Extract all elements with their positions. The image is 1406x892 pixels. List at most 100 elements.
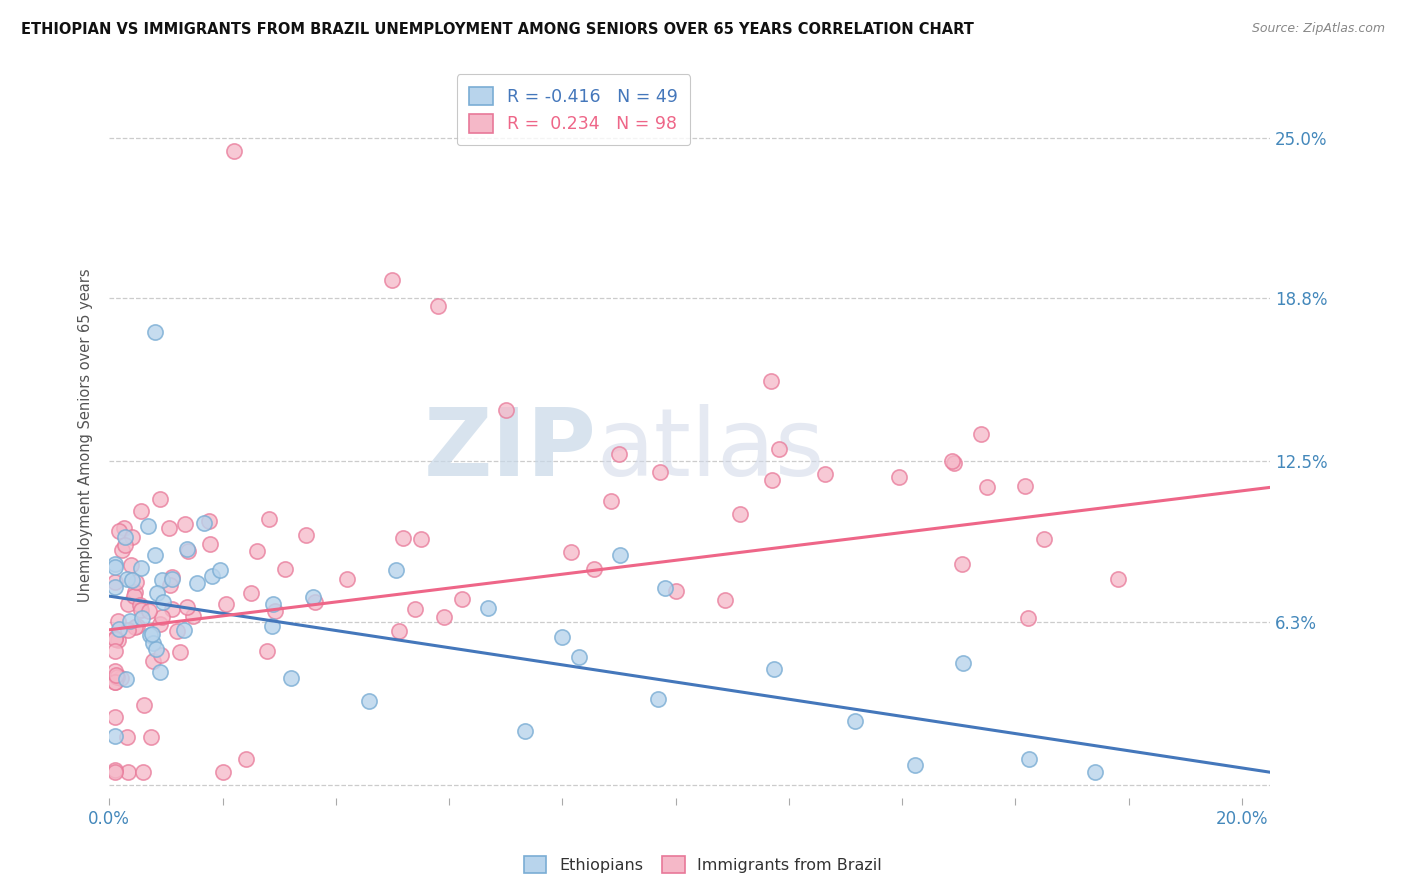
Point [477, 600, 499, 615]
Point [120, 615, 142, 629]
Point [132, 698, 155, 712]
Point [280, 671, 302, 685]
Point [121, 573, 143, 587]
Point [257, 511, 280, 525]
Point [107, 614, 129, 628]
Point [132, 765, 155, 780]
Point [176, 600, 198, 615]
Point [246, 544, 269, 558]
Point [104, 668, 127, 682]
Point [904, 758, 927, 772]
Point [131, 611, 153, 625]
Point [108, 622, 131, 636]
Point [274, 562, 297, 576]
Point [409, 532, 432, 546]
Point [768, 442, 790, 457]
Point [357, 694, 380, 708]
Point [152, 595, 174, 609]
Point [193, 516, 215, 531]
Point [104, 709, 127, 723]
Point [426, 299, 449, 313]
Legend: R = -0.416   N = 49, R =  0.234   N = 98: R = -0.416 N = 49, R = 0.234 N = 98 [457, 74, 690, 145]
Point [138, 604, 160, 618]
Point [121, 530, 143, 544]
Point [451, 592, 474, 607]
Point [108, 524, 131, 538]
Point [215, 597, 238, 611]
Point [129, 598, 152, 612]
Point [149, 616, 172, 631]
Point [385, 563, 408, 577]
Point [122, 590, 145, 604]
Point [117, 597, 139, 611]
Point [648, 465, 671, 479]
Point [256, 644, 278, 658]
Point [513, 724, 536, 739]
Point [157, 521, 180, 535]
Point [129, 561, 152, 575]
Point [150, 610, 173, 624]
Point [104, 575, 127, 590]
Point [583, 562, 606, 576]
Text: Source: ZipAtlas.com: Source: ZipAtlas.com [1251, 22, 1385, 36]
Point [647, 691, 669, 706]
Point [169, 645, 191, 659]
Point [104, 632, 127, 646]
Point [104, 763, 127, 777]
Point [392, 531, 415, 545]
Point [160, 572, 183, 586]
Point [295, 528, 318, 542]
Point [143, 325, 166, 339]
Point [665, 583, 688, 598]
Point [235, 752, 257, 766]
Point [104, 729, 127, 743]
Legend: Ethiopians, Immigrants from Brazil: Ethiopians, Immigrants from Brazil [517, 849, 889, 880]
Point [1014, 478, 1036, 492]
Point [110, 671, 132, 685]
Point [654, 581, 676, 595]
Point [198, 514, 221, 528]
Point [114, 538, 136, 552]
Point [104, 665, 127, 679]
Point [607, 447, 630, 461]
Point [950, 557, 973, 571]
Point [941, 454, 963, 468]
Point [149, 648, 172, 662]
Point [104, 560, 127, 574]
Point [304, 595, 326, 609]
Point [970, 426, 993, 441]
Point [149, 665, 172, 680]
Point [114, 672, 136, 686]
Point [142, 635, 165, 649]
Point [150, 573, 173, 587]
Point [952, 656, 974, 670]
Point [844, 714, 866, 728]
Point [186, 575, 208, 590]
Point [263, 604, 285, 618]
Point [600, 493, 623, 508]
Point [728, 507, 751, 521]
Text: atlas: atlas [598, 404, 825, 496]
Point [302, 590, 325, 604]
Point [112, 521, 135, 535]
Point [124, 585, 146, 599]
Point [762, 662, 785, 676]
Point [107, 633, 129, 648]
Point [105, 670, 128, 684]
Point [262, 619, 284, 633]
Point [388, 624, 411, 638]
Point [159, 578, 181, 592]
Point [177, 544, 200, 558]
Point [1018, 751, 1040, 765]
Point [143, 549, 166, 563]
Point [404, 601, 426, 615]
Point [145, 642, 167, 657]
Point [114, 530, 136, 544]
Point [149, 491, 172, 506]
Point [381, 273, 404, 287]
Y-axis label: Unemployment Among Seniors over 65 years: Unemployment Among Seniors over 65 years [79, 268, 93, 602]
Point [181, 608, 204, 623]
Point [1017, 611, 1039, 625]
Point [117, 765, 139, 780]
Point [568, 649, 591, 664]
